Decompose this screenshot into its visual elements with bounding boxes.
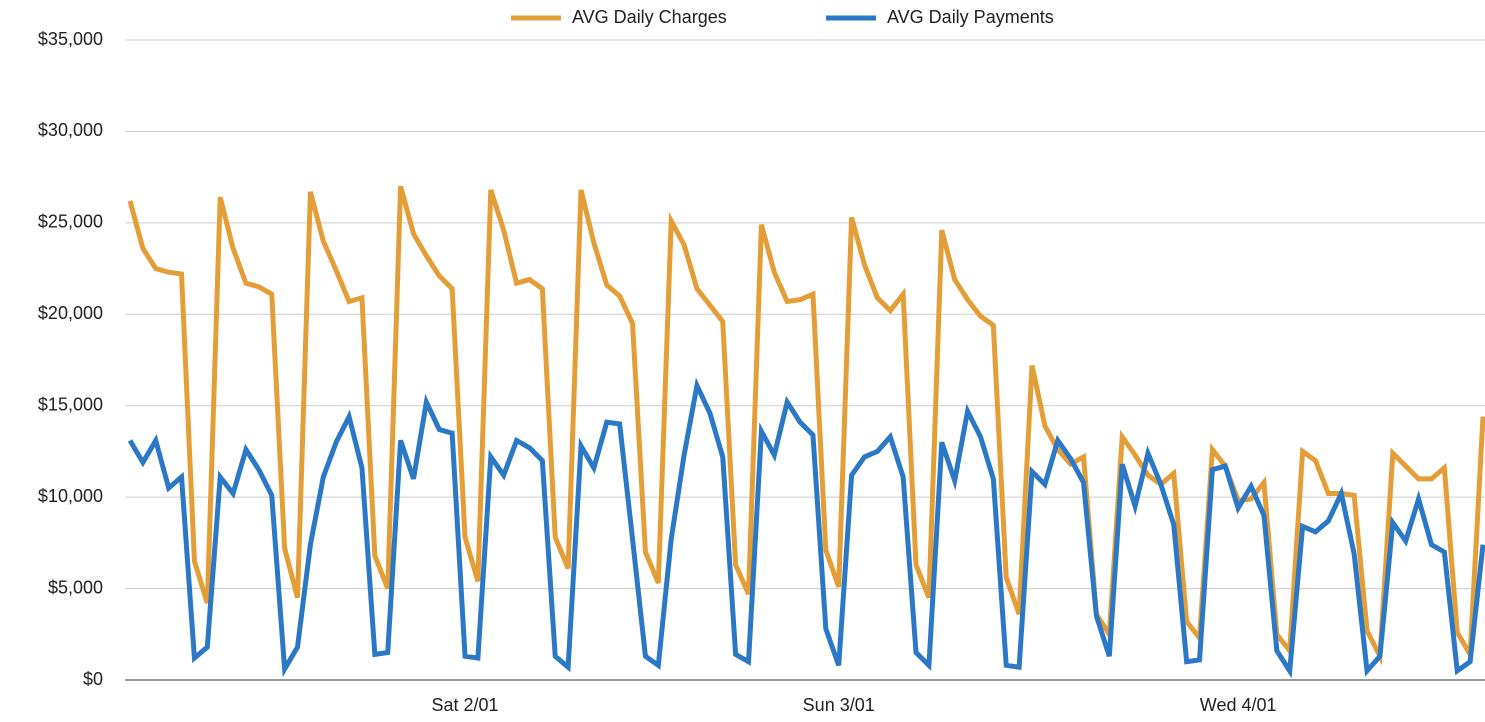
legend-label: AVG Daily Charges	[572, 7, 727, 27]
y-tick-label: $5,000	[48, 577, 103, 597]
series-line	[127, 185, 1485, 666]
y-tick-label: $25,000	[38, 212, 103, 232]
y-tick-label: $10,000	[38, 486, 103, 506]
y-tick-label: $35,000	[38, 29, 103, 49]
y-tick-label: $15,000	[38, 394, 103, 414]
legend-label: AVG Daily Payments	[887, 7, 1054, 27]
series-line	[127, 377, 1485, 679]
y-tick-label: $0	[83, 669, 103, 689]
x-tick-label: Wed 4/01	[1200, 695, 1277, 715]
y-tick-label: $20,000	[38, 303, 103, 323]
x-tick-label: Sat 2/01	[431, 695, 498, 715]
x-tick-label: Sun 3/01	[803, 695, 875, 715]
y-tick-label: $30,000	[38, 120, 103, 140]
